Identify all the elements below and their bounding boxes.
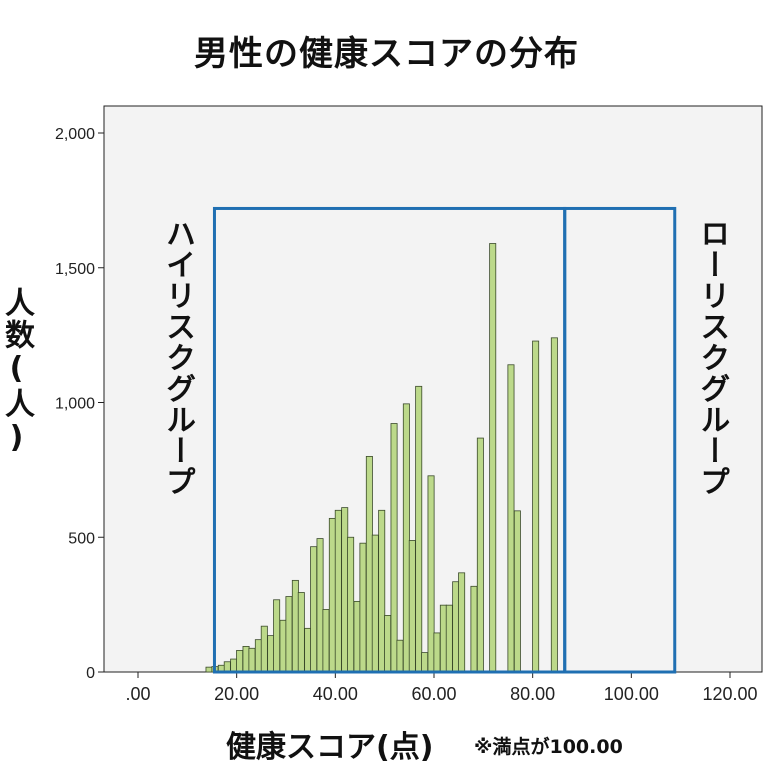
histogram-bar	[433, 632, 441, 673]
histogram-bar	[550, 337, 558, 673]
max-score-note: ※満点が100.00	[474, 736, 623, 758]
histogram-bar	[285, 596, 293, 673]
histogram-bar	[267, 635, 275, 673]
histogram-bar	[378, 509, 386, 673]
x-tick-label: 60.00	[411, 684, 456, 704]
histogram-bar	[304, 627, 312, 673]
histogram-bar	[328, 517, 336, 673]
histogram-bar	[365, 455, 373, 673]
histogram-bar	[260, 625, 268, 673]
y-tick-label: 0	[86, 665, 95, 682]
histogram-bar	[334, 509, 342, 673]
histogram-bar	[513, 510, 521, 673]
group-label: ローリスクグループ	[694, 218, 729, 497]
y-axis: 0 500 1,000 1,500 2,000	[55, 126, 104, 682]
group-box	[563, 206, 677, 674]
y-tick-label: 2,000	[55, 126, 95, 143]
histogram-bar	[223, 661, 231, 673]
histogram-bar	[205, 666, 213, 673]
x-tick-label: 120.00	[702, 684, 757, 704]
x-tick-label: 100.00	[604, 684, 659, 704]
x-tick-label: 40.00	[313, 684, 358, 704]
histogram-bar	[415, 385, 423, 673]
histogram-bar	[273, 599, 281, 673]
y-tick-label: 1,000	[55, 396, 95, 413]
histogram-bar	[316, 538, 324, 673]
histogram-bar	[310, 546, 318, 673]
y-axis-title: 人数(人)	[0, 287, 34, 457]
chart-title: 男性の健康スコアの分布	[194, 34, 579, 74]
histogram-bar	[402, 403, 410, 673]
y-tick-label: 500	[68, 530, 95, 547]
histogram-bar	[427, 475, 435, 673]
group-annotations: ハイリスクグループ ローリスクグループ	[160, 206, 729, 674]
histogram-bar	[254, 639, 262, 673]
histogram-bar	[291, 579, 299, 673]
histogram-bar	[489, 243, 497, 673]
histogram-bar	[532, 340, 540, 673]
histogram-bar	[445, 604, 453, 673]
histogram-bar	[396, 639, 404, 673]
histogram-bar	[322, 609, 330, 673]
histogram-bar	[458, 572, 466, 673]
histogram-bar	[236, 650, 244, 673]
bars	[205, 243, 558, 673]
histogram-bar	[341, 507, 349, 673]
histogram-bar	[279, 619, 287, 673]
histogram-bar	[384, 615, 392, 673]
histogram-bar	[359, 542, 367, 673]
histogram-bar	[476, 437, 484, 673]
x-axis: .00 20.00 40.00 60.00 80.00 100.00 120.00	[125, 672, 758, 704]
group-label: ハイリスクグループ	[160, 218, 195, 497]
histogram-bar	[230, 658, 238, 673]
histogram-bar	[408, 540, 416, 673]
histogram-bar	[507, 364, 515, 673]
histogram-bar	[297, 592, 305, 673]
histogram-bar	[353, 600, 361, 673]
x-axis-title: 健康スコア(点)	[226, 730, 434, 765]
histogram-bar	[452, 581, 460, 673]
x-tick-label: 80.00	[510, 684, 555, 704]
histogram-bar	[371, 534, 379, 673]
y-tick-label: 1,500	[55, 261, 95, 278]
histogram-bar	[242, 646, 250, 673]
histogram-bar	[390, 423, 398, 673]
x-tick-label: .00	[125, 684, 150, 704]
histogram-bar	[248, 647, 256, 673]
x-tick-label: 20.00	[214, 684, 259, 704]
histogram-bar	[470, 585, 478, 673]
histogram-bar	[347, 536, 355, 673]
histogram-bar	[421, 652, 429, 673]
histogram-bar	[439, 604, 447, 673]
